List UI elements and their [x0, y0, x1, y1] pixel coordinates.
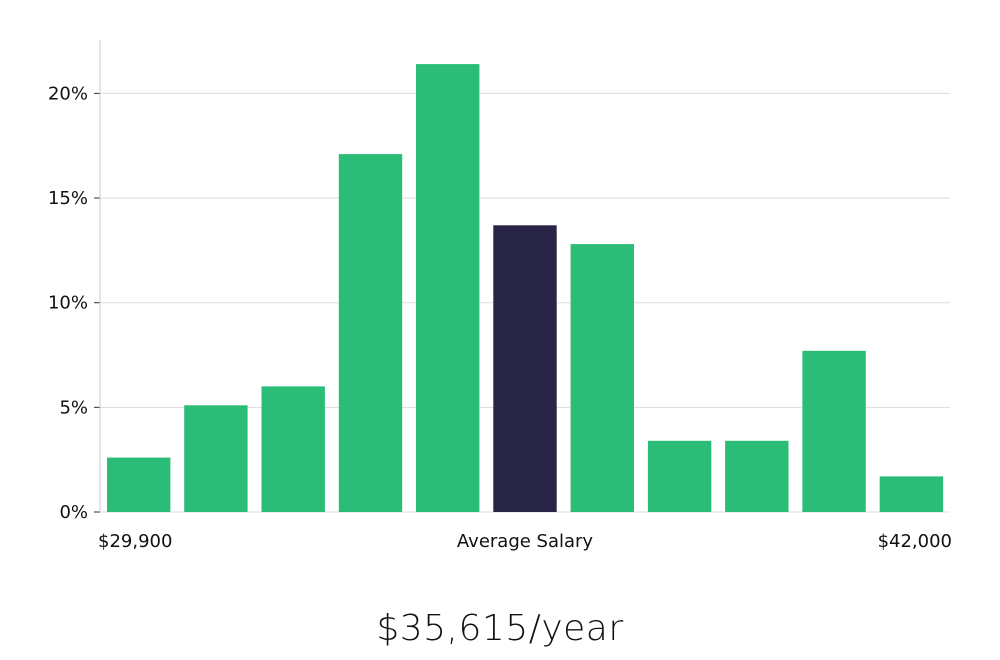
x-label-min: $29,900 — [98, 531, 172, 552]
y-tick-label: 5% — [59, 397, 88, 418]
bar — [879, 476, 944, 512]
bar — [184, 405, 248, 512]
bar-highlight — [493, 225, 557, 513]
bar — [725, 440, 789, 512]
salary-distribution-chart: 0% 5% 10% 15% 20% $29,900 Average Salary $42… — [48, 40, 952, 552]
bars — [107, 64, 944, 513]
bar — [107, 457, 171, 512]
bar — [647, 440, 712, 512]
bar — [261, 386, 325, 512]
bar — [416, 64, 480, 512]
x-label-center: Average Salary — [457, 531, 594, 552]
y-tick-label: 10% — [48, 293, 88, 314]
average-salary-value: $35,615/year — [376, 608, 624, 649]
bar — [338, 154, 403, 512]
bar — [802, 350, 866, 512]
y-tick-label: 0% — [59, 502, 88, 523]
x-label-max: $42,000 — [878, 531, 952, 552]
y-axis-ticks: 0% 5% 10% 15% 20% — [48, 83, 100, 523]
bar — [570, 244, 634, 512]
y-tick-label: 15% — [48, 188, 88, 209]
y-tick-label: 20% — [48, 83, 88, 104]
